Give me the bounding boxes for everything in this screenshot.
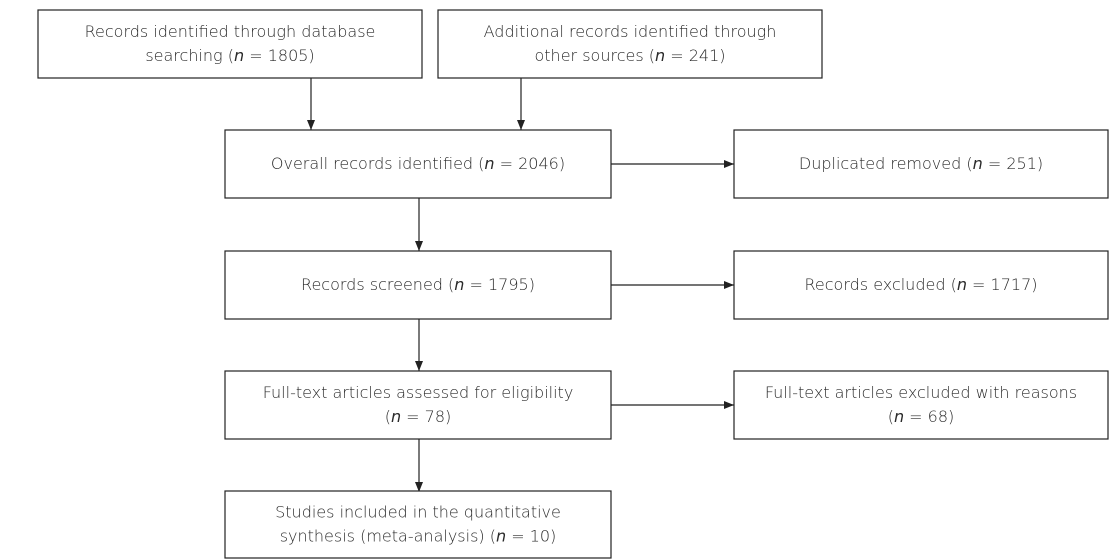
box-label: Full-text articles excluded with reasons bbox=[765, 383, 1077, 402]
flow-box: Full-text articles assessed for eligibil… bbox=[224, 370, 612, 440]
box bbox=[733, 250, 1109, 320]
box bbox=[437, 9, 823, 79]
box-label: other sources (n = 241) bbox=[534, 46, 725, 65]
box-label: (n = 78) bbox=[385, 407, 452, 426]
flow-box: Records screened (n = 1795) bbox=[224, 250, 612, 320]
box bbox=[733, 129, 1109, 199]
box bbox=[224, 250, 612, 320]
flow-box: Duplicated removed (n = 251) bbox=[733, 129, 1109, 199]
flow-box: Full-text articles excluded with reasons… bbox=[733, 370, 1109, 440]
box bbox=[37, 9, 423, 79]
flow-box: Records identified through database searc… bbox=[37, 9, 423, 79]
box-label: Records screened (n = 1795) bbox=[301, 275, 535, 294]
box-label: Additional records identified through bbox=[484, 22, 777, 41]
box-label: Duplicated removed (n = 251) bbox=[799, 154, 1043, 173]
box-label: Studies included in the quantitative bbox=[275, 502, 561, 521]
box bbox=[224, 129, 612, 199]
box-label: searching (n = 1805) bbox=[145, 46, 314, 65]
box-label: Records identified through database bbox=[85, 22, 376, 41]
flow-box: Overall records identified (n = 2046) bbox=[224, 129, 612, 199]
box bbox=[224, 370, 612, 440]
box-label: Records excluded (n = 1717) bbox=[804, 275, 1037, 294]
flow-box: Studies included in the quantitative synt… bbox=[224, 490, 612, 559]
arrows bbox=[307, 78, 734, 492]
box-label: Overall records identified (n = 2046) bbox=[271, 154, 565, 173]
box bbox=[733, 370, 1109, 440]
box-label: (n = 68) bbox=[888, 407, 955, 426]
flow-box: Records excluded (n = 1717) bbox=[733, 250, 1109, 320]
flow-box: Additional records identified through oth… bbox=[437, 9, 823, 79]
box bbox=[224, 490, 612, 559]
box-label: Full-text articles assessed for eligibil… bbox=[263, 383, 574, 402]
box-label: synthesis (meta-analysis) (n = 10) bbox=[280, 526, 557, 545]
